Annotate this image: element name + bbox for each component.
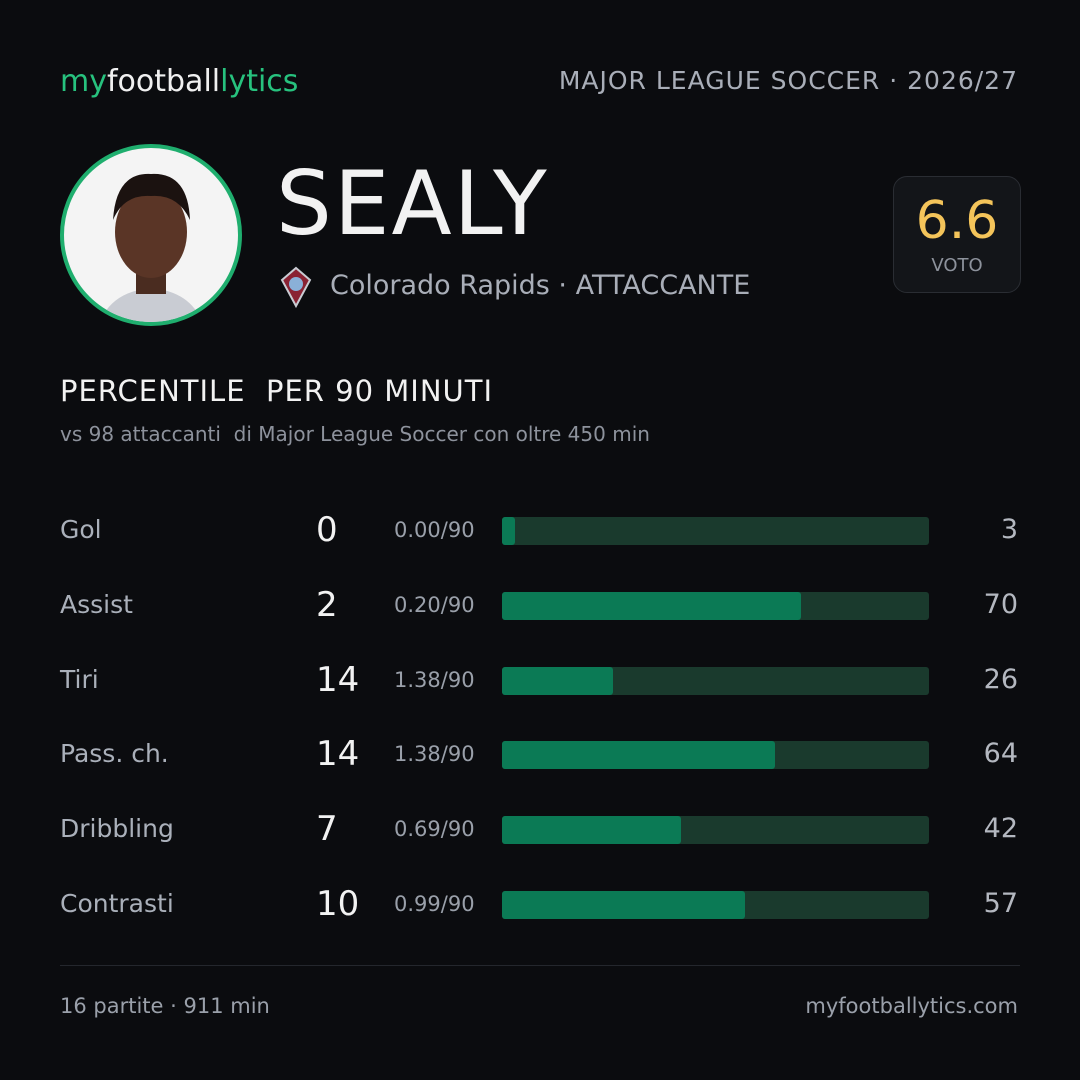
stat-total: 0 — [316, 510, 338, 550]
stat-per90: 0.00/90 — [394, 518, 475, 542]
section-title: PERCENTILE PER 90 MINUTI — [60, 374, 494, 408]
stat-percentile: 3 — [1000, 514, 1018, 545]
brand-part: my — [60, 64, 107, 99]
bar — [502, 741, 776, 770]
bar-track — [502, 741, 929, 770]
divider — [60, 965, 1020, 966]
rating-value: 6.6 — [915, 191, 999, 251]
footer-right: myfootballytics.com — [805, 994, 1018, 1018]
bar-track — [502, 666, 929, 695]
stat-per90: 0.20/90 — [394, 592, 475, 617]
bar — [502, 591, 801, 620]
stat-label: Assist — [60, 589, 133, 619]
rating-box: 6.6 VOTO — [893, 176, 1021, 293]
footer-left: 16 partite · 911 min — [60, 994, 270, 1018]
stat-per90: 1.38/90 — [394, 742, 475, 767]
bar — [502, 666, 614, 695]
stat-label: Gol — [60, 515, 102, 544]
bar — [502, 816, 682, 845]
stat-percentile: 57 — [983, 888, 1018, 919]
bar-track — [502, 891, 929, 919]
bar-track — [502, 517, 929, 545]
stat-total: 14 — [316, 734, 360, 775]
stat-percentile: 64 — [983, 738, 1018, 770]
league: MAJOR LEAGUE SOCCER · 2026/27 — [558, 66, 1018, 95]
stat-label: Tiri — [60, 664, 99, 694]
stat-label: Dribbling — [60, 814, 174, 844]
brand-part: football — [106, 64, 221, 99]
avatar — [60, 144, 242, 326]
stat-percentile: 26 — [983, 663, 1018, 695]
bar-track — [502, 816, 929, 845]
brand: myfootballlytics — [60, 64, 298, 99]
bar — [502, 891, 746, 919]
stat-label: Contrasti — [60, 889, 174, 918]
stat-total: 7 — [316, 809, 338, 850]
player-name: SEALY — [276, 152, 549, 255]
stat-percentile: 70 — [983, 588, 1018, 620]
stat-total: 2 — [316, 584, 338, 625]
stat-percentile: 42 — [983, 813, 1018, 845]
team-role: Colorado Rapids · ATTACCANTE — [330, 270, 751, 301]
rating-label: VOTO — [931, 255, 983, 276]
section-subtitle: vs 98 attaccanti di Major League Soccer … — [60, 422, 650, 446]
bar-track — [502, 591, 929, 620]
stat-total: 10 — [316, 884, 360, 924]
team-crest — [280, 266, 312, 308]
bar — [502, 517, 515, 545]
stat-per90: 0.99/90 — [394, 892, 475, 916]
stat-label: Pass. ch. — [60, 739, 169, 769]
stat-total: 14 — [316, 659, 360, 700]
stat-per90: 1.38/90 — [394, 667, 475, 692]
stat-per90: 0.69/90 — [394, 817, 475, 842]
brand-part: lytics — [220, 64, 299, 99]
